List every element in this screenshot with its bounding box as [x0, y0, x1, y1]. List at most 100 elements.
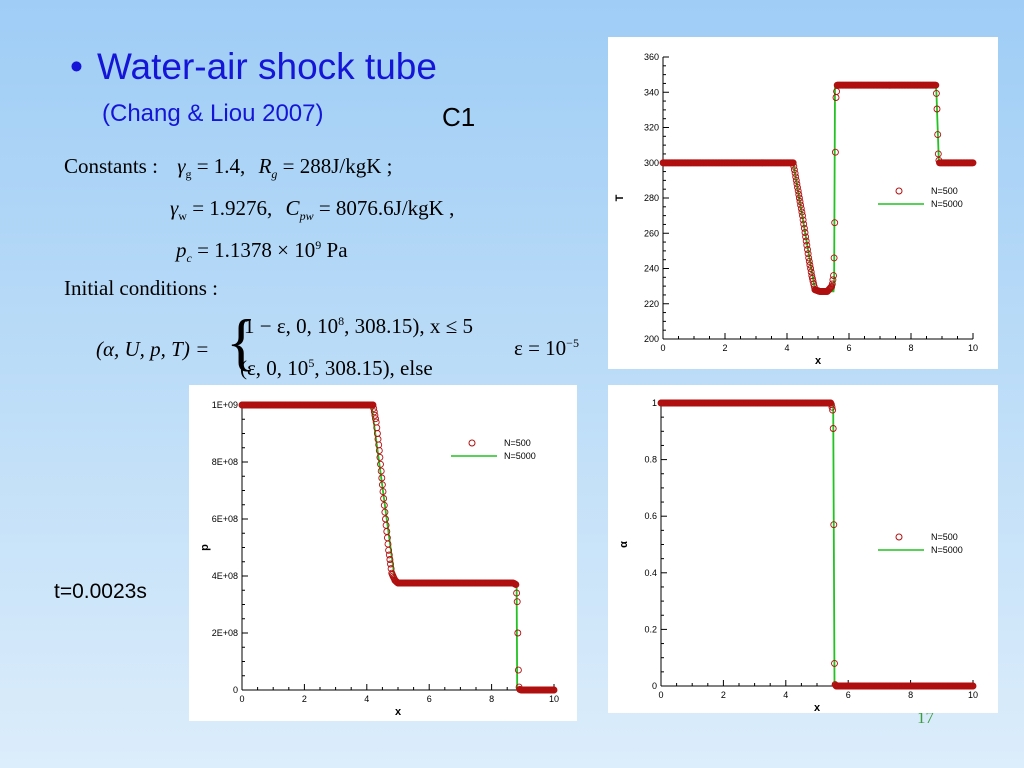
pressure-chart: 0 2 4 6 8 10 0 2E+08 4E+08 6E+08 8E+08 1E+09 x p N=500… — [199, 400, 559, 718]
time-label: t=0.0023s — [54, 580, 147, 603]
pressure-chart-panel: 0 2 4 6 8 10 0 2E+08 4E+08 6E+08 8E+08 1E+09 x p N=500… — [189, 385, 577, 721]
x-tick-label: 4 — [364, 694, 369, 704]
gamma-w-value: = 1.9276, — [192, 196, 273, 220]
marker-n500 — [830, 254, 838, 262]
marker-n500 — [795, 191, 803, 198]
constants-label: Constants : — [64, 154, 158, 178]
marker-n500 — [794, 187, 802, 195]
marker-n500 — [829, 276, 837, 284]
marker-n500 — [514, 666, 522, 674]
marker-n500 — [512, 581, 520, 589]
case-1-rest: , 308.15), x ≤ 5 — [344, 314, 473, 338]
x-tick-label: 6 — [846, 690, 851, 700]
x-axis-label: x — [395, 706, 402, 718]
legend-marker-n500 — [895, 187, 903, 195]
x-tick-label: 8 — [908, 690, 913, 700]
x-tick-label: 4 — [784, 343, 789, 353]
x-tick-label: 6 — [846, 343, 851, 353]
marker-n500 — [792, 176, 800, 184]
marker-n500 — [550, 686, 558, 694]
x-tick-label: 10 — [549, 694, 559, 704]
series-line-n5000 — [661, 402, 973, 687]
marker-n500 — [377, 467, 385, 475]
constants-line-3: pc = 1.1378 × 109 Pa — [176, 238, 348, 266]
marker-n500 — [799, 216, 807, 224]
marker-n500 — [797, 205, 805, 213]
marker-n500 — [369, 401, 377, 409]
y-tick-label: 8E+08 — [212, 457, 238, 467]
marker-n500 — [830, 272, 837, 280]
marker-n500 — [934, 150, 942, 158]
epsilon-def: ε = 10−5 — [514, 336, 579, 361]
x-tick-label: 6 — [427, 694, 432, 704]
x-tick-label: 4 — [783, 690, 788, 700]
marker-n500 — [804, 250, 812, 258]
marker-n500 — [789, 159, 797, 167]
state-vector: (α, U, p, T) = — [96, 337, 210, 361]
x-tick-label: 10 — [968, 343, 978, 353]
rg-value: = 288J/kgK ; — [282, 154, 393, 178]
marker-n500 — [378, 481, 386, 489]
marker-n500 — [796, 198, 804, 205]
slide-title: • Water-air shock tube — [70, 46, 437, 88]
case-2-text: (ε, 0, 10 — [240, 356, 309, 380]
x-tick-label: 0 — [239, 694, 244, 704]
marker-n500 — [794, 183, 801, 191]
marker-n500 — [832, 94, 840, 101]
marker-n500 — [829, 425, 837, 432]
marker-n500 — [801, 229, 809, 236]
y-tick-label: 6E+08 — [212, 514, 238, 524]
marker-n500 — [372, 415, 379, 423]
y-axis-label: p — [199, 544, 211, 551]
y-axis-label: α — [618, 541, 630, 548]
y-tick-label: 240 — [644, 264, 659, 274]
x-axis-label: x — [815, 355, 822, 367]
marker-n500 — [806, 261, 814, 269]
marker-n500 — [386, 556, 394, 563]
marker-n500 — [790, 162, 798, 170]
marker-n500 — [514, 629, 522, 637]
marker-n500 — [932, 89, 940, 97]
marker-n500 — [793, 180, 801, 188]
marker-n500 — [377, 460, 384, 468]
case-tag: C1 — [442, 102, 476, 132]
y-tick-label: 340 — [644, 87, 659, 97]
marker-n500 — [385, 546, 393, 554]
marker-n500 — [385, 551, 393, 559]
x-tick-label: 2 — [722, 343, 727, 353]
y-tick-label: 4E+08 — [212, 571, 238, 581]
gamma-g-value: = 1.4, — [196, 154, 246, 178]
case-1-exp: 8 — [338, 314, 345, 328]
brace-icon: { — [226, 306, 257, 377]
initial-conditions-label: Initial conditions : — [64, 276, 218, 300]
void-fraction-chart-panel: 0 2 4 6 8 10 0 0.2 0.4 0.6 0.8 1 x α N=500 N=5000 — [608, 385, 998, 713]
marker-n500 — [932, 81, 940, 89]
marker-n500 — [380, 495, 388, 502]
marker-n500 — [799, 212, 806, 220]
marker-n500 — [805, 257, 813, 265]
marker-n500 — [371, 411, 379, 419]
marker-n500 — [370, 404, 378, 412]
legend-label-n5000: N=5000 — [931, 545, 963, 555]
marker-n500 — [378, 474, 386, 482]
pc-value: = 1.1378 × 10 — [197, 238, 316, 262]
marker-n500 — [387, 560, 394, 568]
constants-line-1: Constants : γg = 1.4, Rg = 288J/kgK ; — [64, 154, 393, 182]
slide-title-text: Water-air shock tube — [96, 46, 437, 87]
marker-n500 — [831, 219, 839, 227]
y-axis-label: T — [614, 194, 626, 201]
marker-n500 — [798, 208, 806, 216]
legend-marker-n500 — [895, 533, 903, 541]
marker-n500 — [792, 173, 800, 181]
void-fraction-chart: 0 2 4 6 8 10 0 0.2 0.4 0.6 0.8 1 x α N=500 N=5000 — [618, 398, 978, 713]
constants-line-2: γw = 1.9276, Cpw = 8076.6J/kgK , — [170, 196, 455, 224]
marker-n500 — [807, 268, 815, 276]
marker-n500 — [804, 246, 811, 253]
x-tick-label: 2 — [302, 694, 307, 704]
case-2-rest: , 308.15), else — [314, 356, 433, 380]
y-tick-label: 0.6 — [644, 511, 657, 521]
x-axis-label: x — [814, 702, 821, 713]
legend-marker-n500 — [468, 439, 476, 447]
marker-n500 — [513, 598, 521, 606]
legend-label-n5000: N=5000 — [931, 199, 963, 209]
